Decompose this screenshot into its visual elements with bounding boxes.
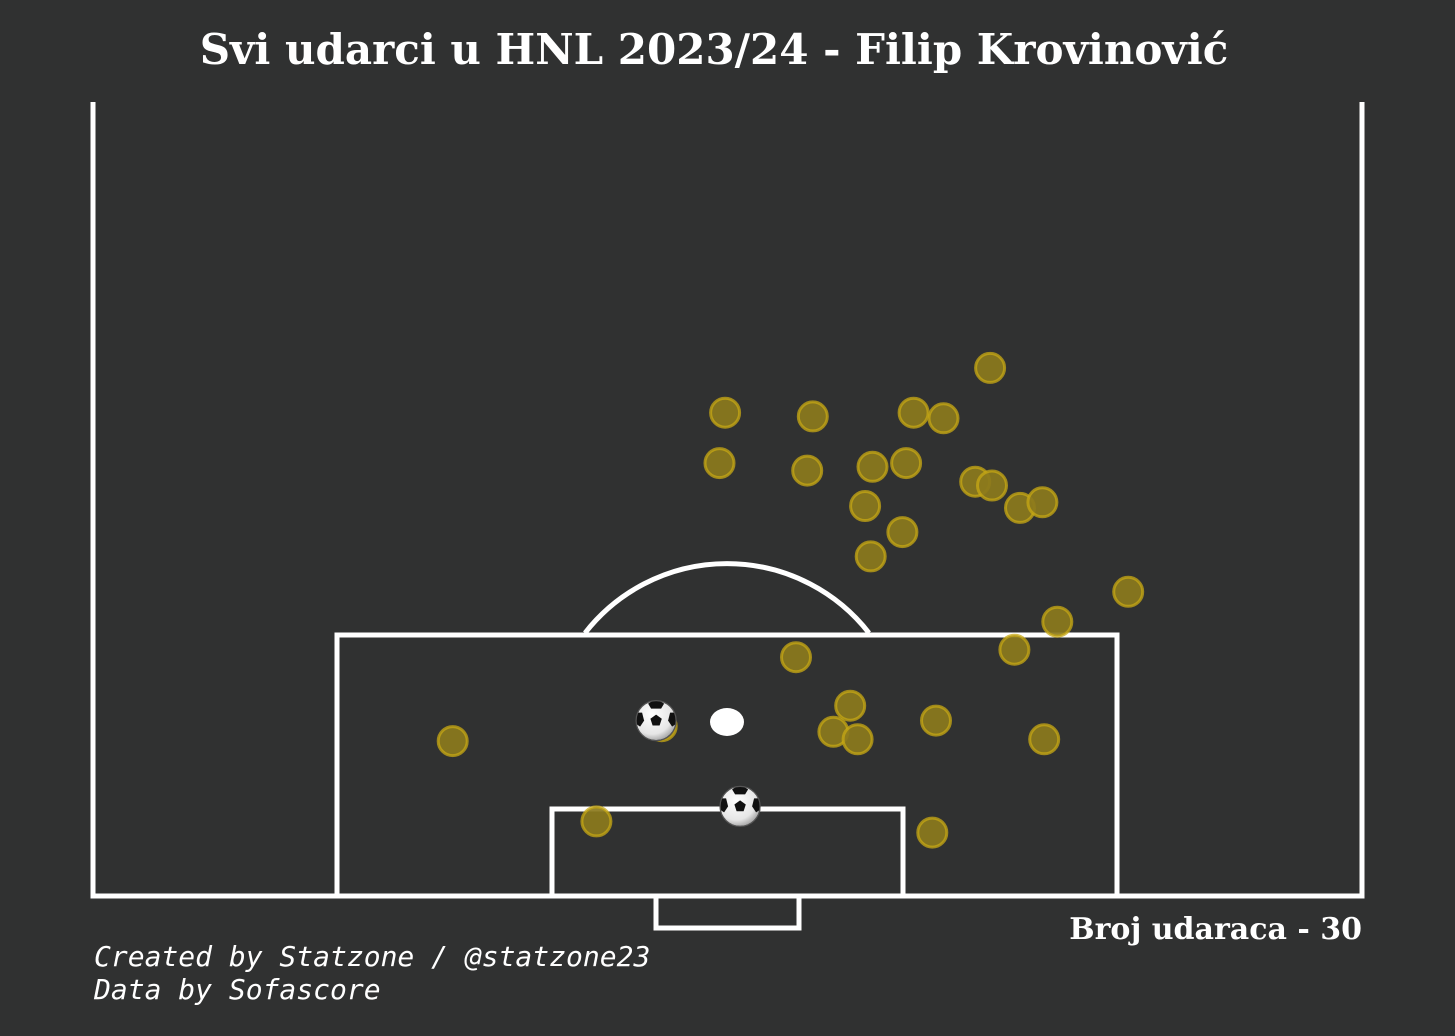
shot-marker [580, 805, 613, 838]
goal-ball-icon [718, 784, 762, 830]
pitch-boundary [90, 102, 1365, 899]
shots-layer [436, 351, 1145, 849]
shot-marker [854, 540, 887, 573]
shot-marker [1112, 575, 1145, 608]
penalty-area [334, 632, 1120, 899]
credit-line-created-by: Created by Statzone / @statzone23 [94, 940, 650, 973]
shot-marker [780, 641, 812, 674]
chart-title: Svi udarci u HNL 2023/24 - Filip Krovino… [200, 25, 1229, 74]
shot-marker [703, 447, 736, 480]
shot-marker [976, 469, 1008, 502]
shot-marker [791, 454, 824, 487]
shot-marker [1028, 723, 1061, 756]
penalty-spot [710, 708, 744, 736]
shot-marker [436, 725, 469, 758]
shot-marker [886, 516, 919, 549]
shot-marker [796, 400, 829, 433]
penalty-arc [583, 561, 871, 635]
pitch-lines [90, 102, 1365, 931]
shot-marker [1041, 605, 1074, 638]
shot-marker [849, 490, 882, 522]
shot-marker [890, 447, 923, 480]
goal [653, 896, 802, 931]
shot-marker [841, 723, 874, 756]
shot-marker [916, 816, 949, 849]
shot-marker [709, 396, 742, 429]
credit-line-data-source: Data by Sofascore [93, 973, 381, 1006]
shot-marker [897, 396, 930, 429]
shot-marker [927, 402, 960, 435]
shot-marker [974, 351, 1007, 384]
shot-marker [998, 633, 1031, 666]
shot-count-label: Broj udaraca - 30 [1069, 912, 1362, 947]
shot-marker [834, 689, 867, 722]
shot-marker [1026, 486, 1059, 519]
shot-marker [920, 704, 952, 737]
shot-marker [856, 450, 889, 483]
